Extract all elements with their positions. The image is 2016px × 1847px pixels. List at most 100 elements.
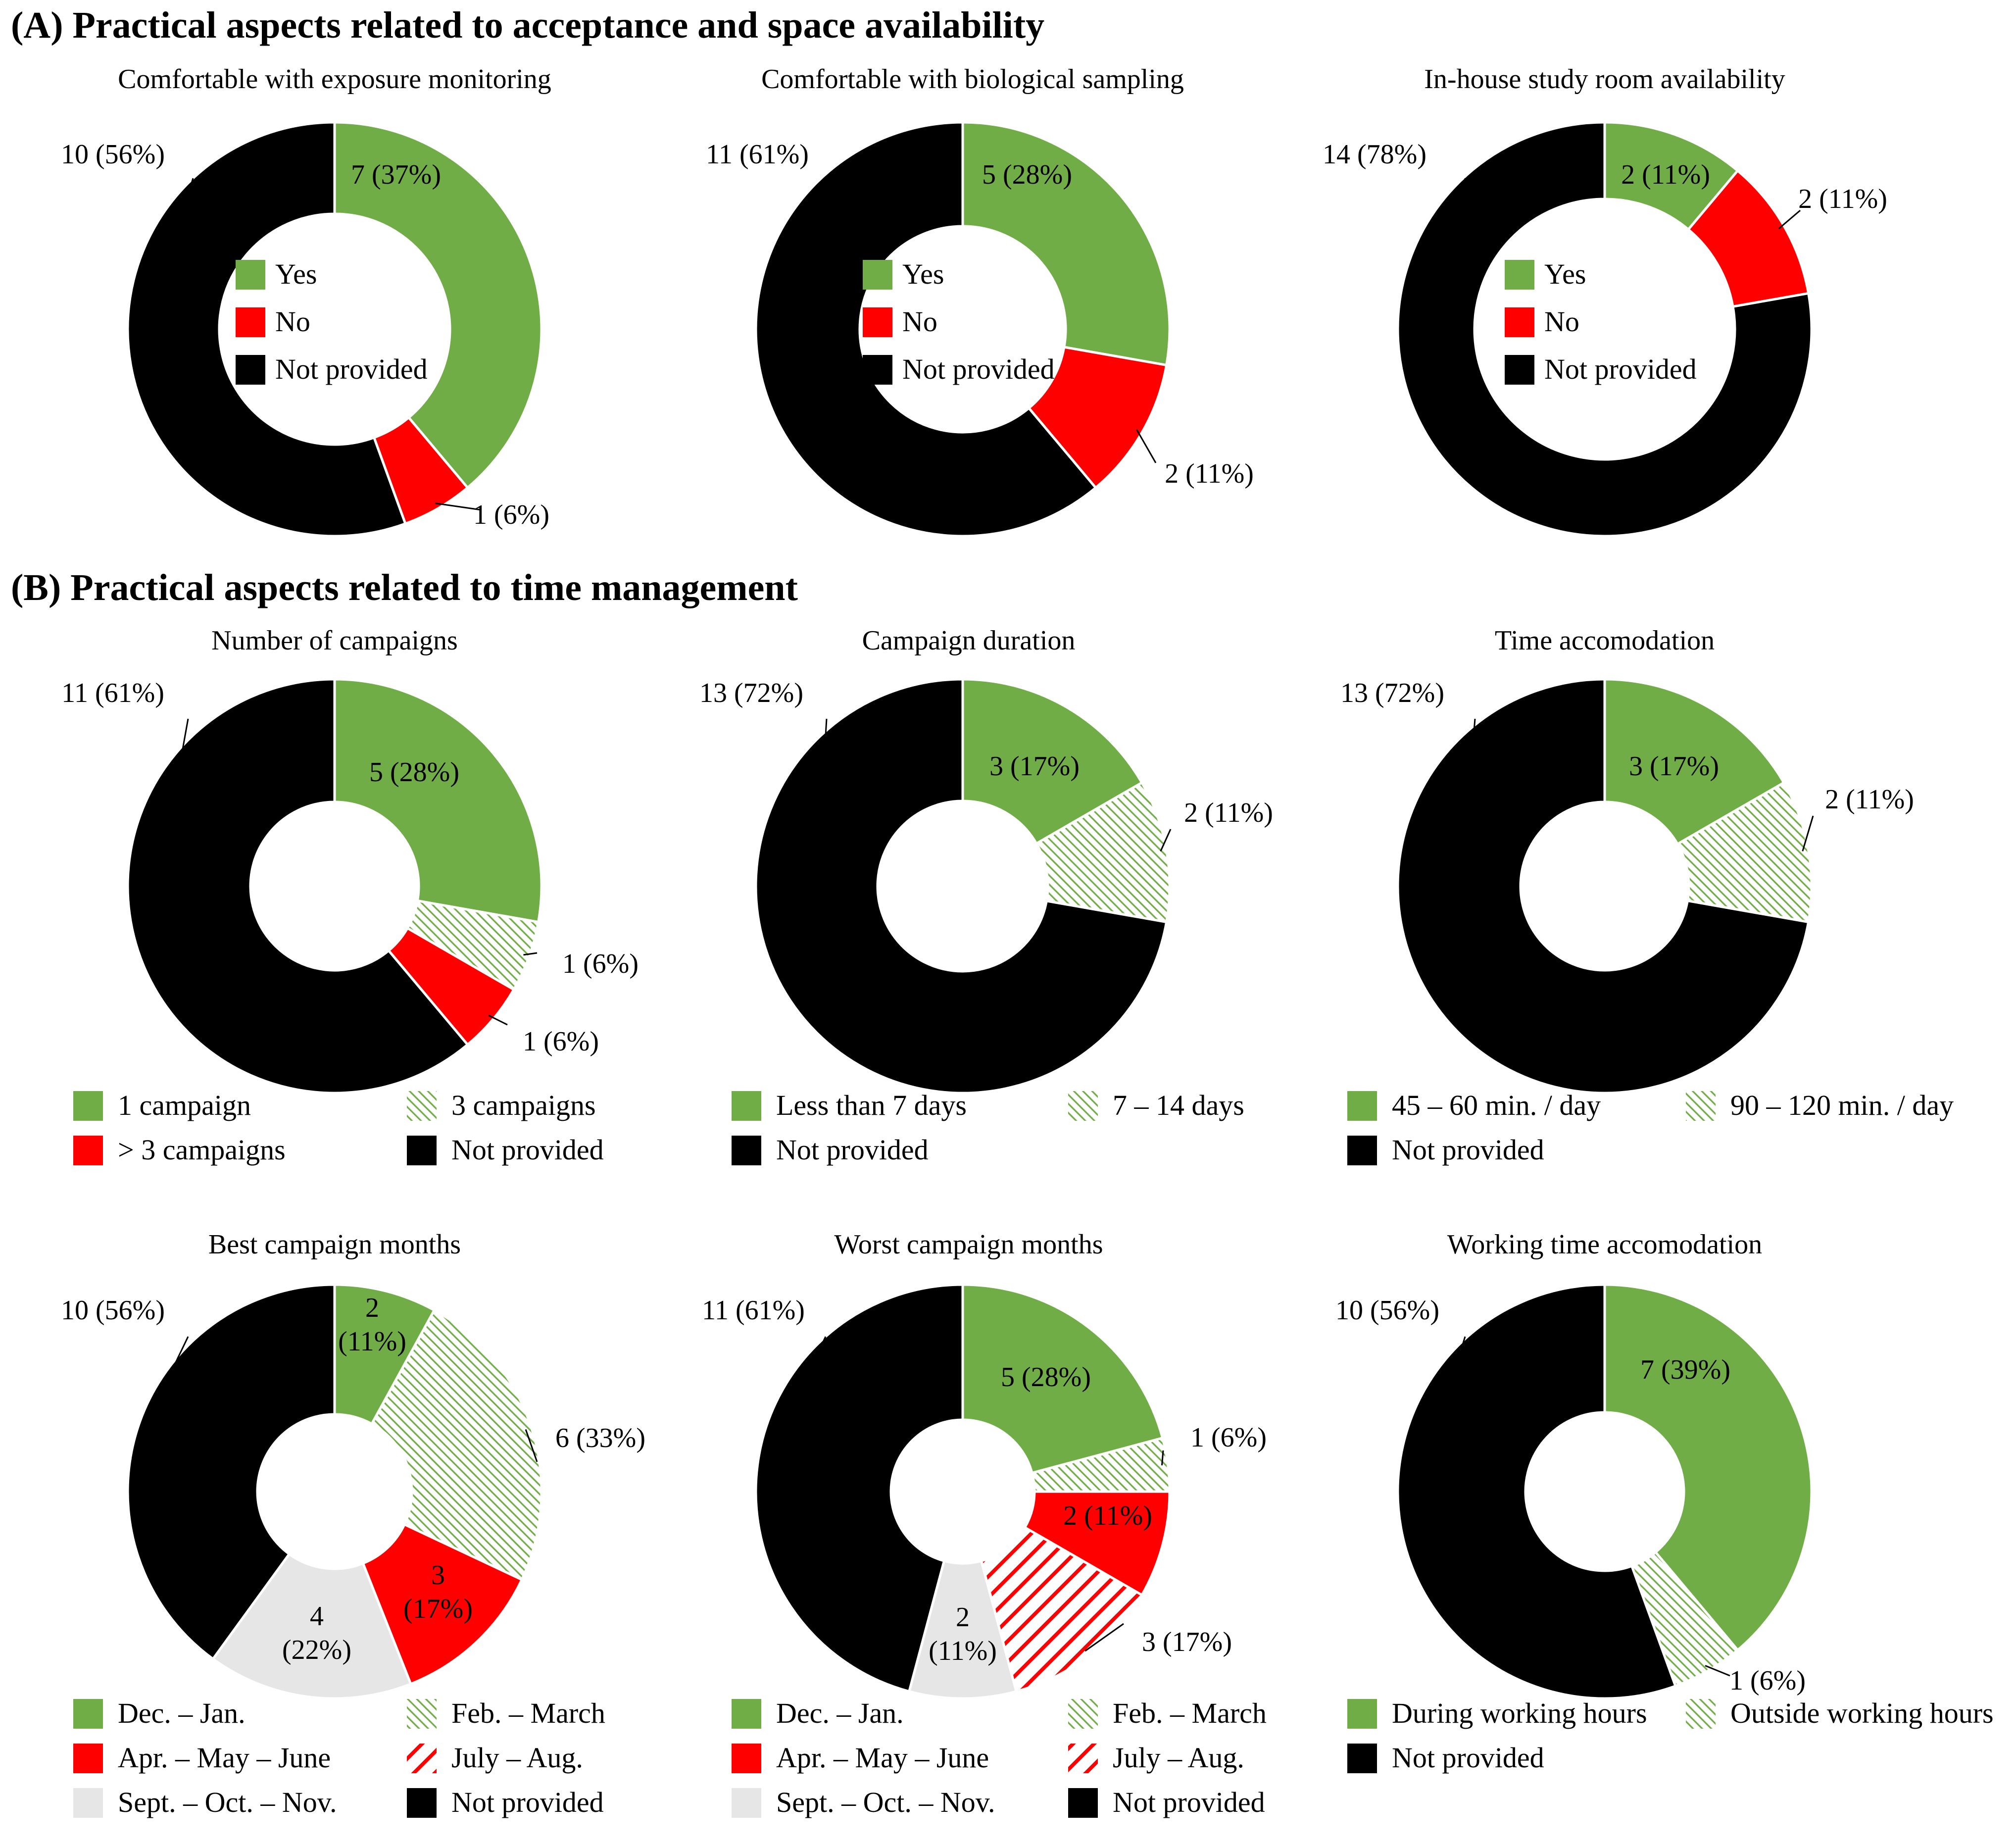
- legend-swatch-sept-oct-nov: [732, 1788, 761, 1818]
- slice-not-provided: [754, 678, 1168, 1095]
- data-label: 1 (6%): [562, 948, 639, 979]
- chart-3: In-house study room availability 2 (11%) 2…: [1323, 64, 1887, 538]
- chart-title: Comfortable with biological sampling: [761, 64, 1184, 95]
- legend-label: No: [275, 305, 310, 338]
- data-label: 5 (28%): [1001, 1362, 1091, 1393]
- legend-label: Yes: [902, 258, 944, 290]
- leader-line: [1705, 1665, 1730, 1677]
- legend-swatch-not-provided: [1347, 1136, 1377, 1165]
- slice-90-120-min-day: [1676, 781, 1813, 924]
- legend-label: Sept. – Oct. – Nov.: [776, 1786, 995, 1818]
- legend-swatch-dec-jan: [732, 1699, 761, 1729]
- slice-apr-may-june: [361, 1523, 523, 1686]
- legend-swatch-outside-working-hours: [1686, 1699, 1716, 1729]
- data-label: 2 (11%): [1165, 458, 1254, 489]
- legend-label: Outside working hours: [1730, 1697, 1994, 1729]
- slice-not-provided: [126, 121, 407, 538]
- legend: Yes No Not provided: [1505, 258, 1697, 385]
- slice-not-provided: [754, 121, 1097, 538]
- legend-swatch-during-working-hours: [1347, 1699, 1377, 1729]
- legend-label: Not provided: [776, 1134, 929, 1166]
- legend-swatch-less-than-7-days: [732, 1091, 761, 1121]
- data-label: 11 (61%): [702, 1295, 805, 1326]
- legend-swatch-not-provided: [1068, 1788, 1098, 1818]
- chart-title: Worst campaign months: [835, 1229, 1103, 1260]
- leader-line: [773, 178, 825, 399]
- chart-5: Campaign duration 3 (17%) 2 (11%) 13 (72%) L…: [699, 625, 1273, 1166]
- chart-title: Time accomodation: [1495, 625, 1715, 656]
- slice-not-provided: [1396, 678, 1810, 1095]
- chart-9: Working time accomodation 7 (39%) 1 (6%) 10…: [1335, 1229, 1994, 1774]
- legend-swatch-feb-march: [407, 1699, 437, 1729]
- legend-label: Not provided: [902, 353, 1055, 385]
- legend-swatch-sept-oct-nov: [73, 1788, 103, 1818]
- data-label: 3 (17%): [1142, 1627, 1232, 1657]
- leader-line: [1136, 429, 1157, 463]
- slice-dec-jan: [333, 1283, 436, 1425]
- legend-swatch-feb-march: [1068, 1699, 1098, 1729]
- chart-6: Time accomodation 3 (17%) 2 (11%) 13 (72%) 4…: [1340, 625, 1954, 1166]
- data-label: 13 (72%): [1340, 678, 1444, 708]
- legend-label: Feb. – March: [1113, 1697, 1267, 1729]
- data-label: 2 (11%): [1184, 798, 1273, 828]
- legend-swatch-july-aug: [1068, 1744, 1098, 1773]
- chart-title: Number of campaigns: [211, 625, 458, 656]
- data-label: 2 (11%): [1621, 159, 1710, 190]
- legend-swatch-90-120-min-day: [1686, 1091, 1716, 1121]
- legend-label: 90 – 120 min. / day: [1730, 1089, 1954, 1121]
- data-label: 14 (78%): [1323, 139, 1426, 170]
- slice-not-provided: [1396, 1283, 1677, 1700]
- chart-title: In-house study room availability: [1424, 64, 1785, 95]
- legend-label: July – Aug.: [451, 1742, 583, 1774]
- leader-line: [1161, 1450, 1164, 1466]
- leader-line: [1802, 815, 1814, 851]
- slice-7-14-days: [1035, 781, 1171, 924]
- legend: During working hours Outside working hour…: [1347, 1697, 1994, 1774]
- slice-1-campaign: [333, 678, 543, 924]
- legend-swatch-not-provided: [407, 1136, 437, 1165]
- leader-line: [1778, 209, 1801, 230]
- data-label: 10 (56%): [1335, 1295, 1439, 1326]
- leader-line: [1084, 1623, 1124, 1652]
- legend-swatch-yes: [236, 260, 265, 290]
- legend-label: Sept. – Oct. – Nov.: [118, 1786, 337, 1818]
- data-label: 1 (6%): [523, 1026, 599, 1057]
- legend-swatch-yes: [1505, 260, 1534, 290]
- data-label: 5 (28%): [369, 757, 459, 788]
- leader-line: [435, 502, 482, 511]
- legend: 45 – 60 min. / day 90 – 120 min. / day Not…: [1347, 1089, 1954, 1166]
- legend-swatch-apr-may-june: [732, 1744, 761, 1773]
- chart-title: Working time accomodation: [1447, 1229, 1762, 1260]
- data-label: 2 (11%): [929, 1602, 997, 1666]
- slice-yes: [961, 121, 1171, 367]
- charts: Comfortable with exposure monitoring 7 (3…: [61, 64, 1994, 1818]
- legend-swatch-yes: [863, 260, 892, 290]
- chart-title: Campaign duration: [862, 625, 1076, 656]
- data-label: 7 (37%): [351, 159, 441, 190]
- slice-45-60-min-day: [1603, 678, 1785, 846]
- leader-line: [488, 1014, 508, 1026]
- legend-label: Feb. – March: [451, 1697, 605, 1729]
- legend-swatch-not-provided: [1347, 1744, 1377, 1773]
- legend: Yes No Not provided: [863, 258, 1055, 385]
- slice-not-provided: [754, 1283, 964, 1693]
- legend-swatch-dec-jan: [73, 1699, 103, 1729]
- section-a-title: (A) Practical aspects related to accepta…: [11, 4, 1044, 46]
- legend-label: Not provided: [1392, 1134, 1544, 1166]
- legend-label: Apr. – May – June: [776, 1742, 989, 1774]
- legend-swatch-not-provided: [407, 1788, 437, 1818]
- leader-line: [136, 178, 194, 364]
- slice-no: [1028, 346, 1168, 489]
- legend-label: Not provided: [451, 1134, 604, 1166]
- slice-sept-oct-nov: [211, 1552, 412, 1700]
- section-b-title: (B) Practical aspects related to time ma…: [11, 567, 798, 608]
- legend-swatch-not-provided: [1505, 355, 1534, 385]
- legend-label: No: [1544, 305, 1579, 338]
- legend-swatch-1-campaign: [73, 1091, 103, 1121]
- legend-label: No: [902, 305, 937, 338]
- legend-label: Not provided: [1544, 353, 1697, 385]
- legend-label: 7 – 14 days: [1113, 1089, 1244, 1121]
- leader-line: [763, 1336, 827, 1466]
- leader-line: [1406, 1336, 1466, 1527]
